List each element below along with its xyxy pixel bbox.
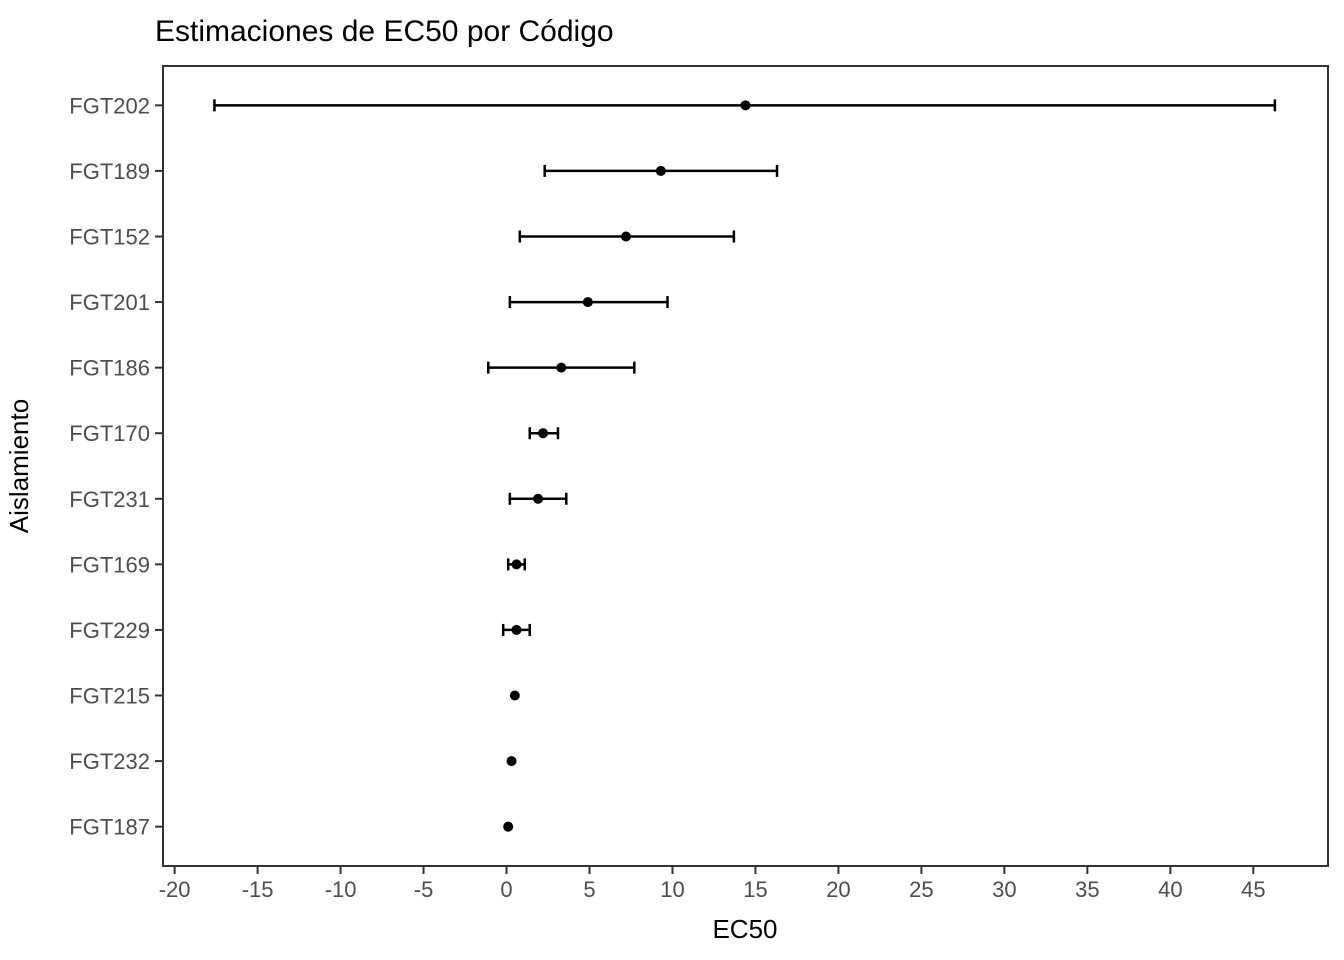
estimate-point [503,821,514,832]
x-tick-label: -20 [159,877,191,902]
x-tick-label: -15 [242,877,274,902]
x-tick-label: 10 [660,877,684,902]
y-axis: FGT202 FGT189 FGT152 FGT201 FGT186 FGT170 FGT2… [69,93,163,840]
estimate-point [655,165,666,176]
x-tick-label: 0 [500,877,512,902]
x-tick-label: 15 [743,877,767,902]
estimate-point [556,362,567,373]
estimate-point [509,690,520,701]
y-tick-label: FGT186 [69,356,150,381]
estimate-point [511,624,522,635]
estimate-point [511,559,522,570]
x-tick-label: 40 [1158,877,1182,902]
estimate-point [621,231,632,242]
chart-title: Estimaciones de EC50 por Código [155,15,614,48]
x-tick-label: 25 [909,877,933,902]
y-tick-label: FGT189 [69,159,150,184]
y-axis-title: Aislamiento [4,399,34,533]
estimate-point [506,756,517,767]
x-tick-label: -5 [414,877,434,902]
y-tick-label: FGT170 [69,421,150,446]
x-tick-label: 45 [1241,877,1265,902]
y-tick-label: FGT215 [69,684,150,709]
y-tick-label: FGT232 [69,749,150,774]
x-tick-label: 20 [826,877,850,902]
estimate-point [538,428,549,439]
y-tick-label: FGT231 [69,487,150,512]
y-tick-label: FGT229 [69,618,150,643]
plot-panel-border [162,65,1329,867]
y-tick-label: FGT187 [69,815,150,840]
estimate-point [533,493,544,504]
data-series [213,99,1277,832]
estimate-point [740,100,751,111]
y-tick-label: FGT169 [69,552,150,577]
x-tick-label: -10 [325,877,357,902]
x-axis-title: EC50 [712,914,777,944]
y-tick-label: FGT202 [69,93,150,118]
x-tick-label: 5 [583,877,595,902]
estimate-point [582,297,593,308]
y-tick-label: FGT201 [69,290,150,315]
x-tick-label: 30 [992,877,1016,902]
y-tick-label: FGT152 [69,224,150,249]
x-axis: -20 -15 -10 -5 0 5 10 15 20 25 30 35 40 45 [159,866,1266,902]
x-tick-label: 35 [1075,877,1099,902]
